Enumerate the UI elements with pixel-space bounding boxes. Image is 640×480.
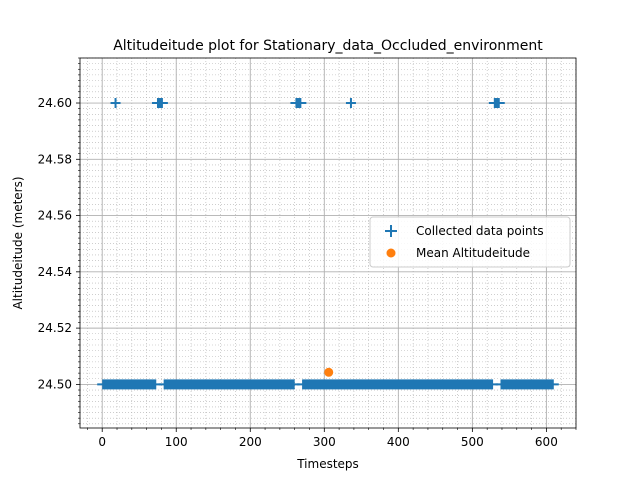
legend-marker-mean (386, 248, 396, 258)
y-tick-label: 24.54 (38, 265, 72, 279)
x-tick-label: 500 (461, 435, 484, 449)
legend-box (369, 216, 571, 268)
x-axis-label: Timesteps (296, 457, 359, 471)
x-tick-label: 200 (239, 435, 262, 449)
axes-layer: 0 100 200 300 400 500 600 24.50 24.52 24.54 24.56 2… (38, 57, 577, 449)
y-axis-label: Altitudeitude (meters) (11, 176, 25, 309)
x-tick-label: 0 (98, 435, 106, 449)
y-tick-label: 24.56 (38, 209, 72, 223)
legend-label-collected: Collected data points (416, 224, 544, 238)
collected-point-run-block (500, 379, 554, 390)
collected-point-run-block (493, 98, 500, 109)
data-layer (97, 98, 559, 390)
chart-title: Altitudeitude plot for Stationary_data_O… (113, 38, 543, 54)
x-tick-label: 100 (165, 435, 188, 449)
collected-point-run-block (302, 379, 494, 390)
y-tick-label: 24.52 (38, 321, 72, 335)
mean-point (324, 367, 334, 377)
x-tick-label: 300 (313, 435, 336, 449)
collected-point-run-block (102, 379, 157, 390)
collected-point-run-block (156, 98, 163, 109)
x-tick-label: 600 (535, 435, 558, 449)
legend: Collected data points Mean Altitudeitude (369, 216, 571, 268)
plot-frame (79, 57, 577, 429)
legend-label-mean: Mean Altitudeitude (416, 246, 530, 260)
collected-point-run-block (163, 379, 295, 390)
y-tick-label: 24.50 (38, 377, 72, 391)
collected-point-run-block (295, 98, 302, 109)
y-tick-label: 24.60 (38, 96, 72, 110)
x-tick-label: 400 (387, 435, 410, 449)
legend-marker-collected (385, 225, 397, 237)
y-tick-label: 24.58 (38, 152, 72, 166)
